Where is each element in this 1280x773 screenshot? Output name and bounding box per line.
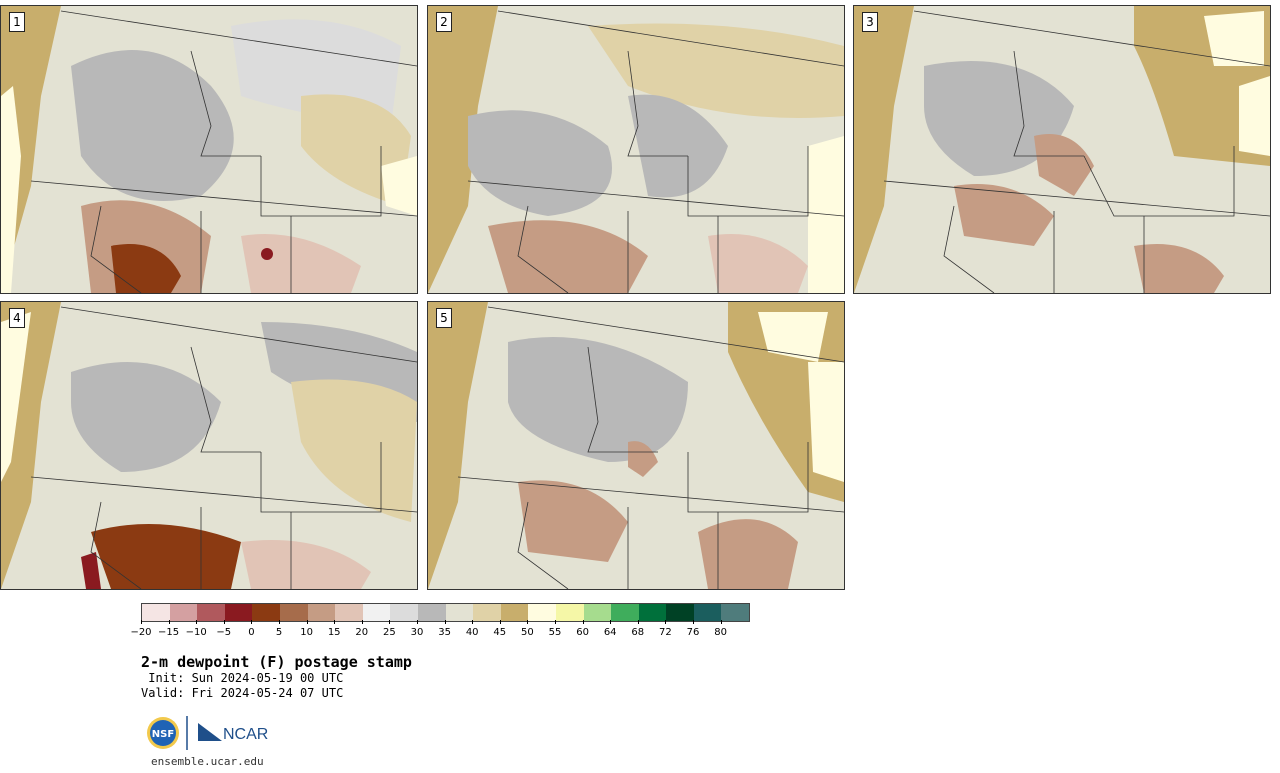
colorbar-tickmark bbox=[306, 620, 308, 624]
colorbar-tickmark bbox=[693, 620, 694, 624]
colorbar-tick-label: −5 bbox=[216, 627, 232, 638]
colorbar-tickmark bbox=[141, 620, 142, 624]
colorbar-tickmark bbox=[334, 620, 336, 624]
nsf-ncar-logo: NSF NCAR bbox=[144, 713, 274, 753]
colorbar-swatch bbox=[445, 604, 474, 621]
init-time: Init: Sun 2024-05-19 00 UTC bbox=[141, 671, 344, 685]
dewpoint-map-5 bbox=[428, 302, 844, 589]
colorbar-tick-label: 50 bbox=[521, 627, 534, 638]
valid-time: Valid: Fri 2024-05-24 07 UTC bbox=[141, 686, 344, 700]
colorbar-swatch bbox=[197, 604, 225, 621]
map-panel-4: 4 bbox=[0, 301, 418, 590]
colorbar-swatch bbox=[473, 604, 501, 621]
colorbar-swatch bbox=[224, 604, 253, 621]
dewpoint-map-1 bbox=[1, 6, 417, 293]
panel-number: 2 bbox=[436, 12, 452, 32]
map-panel-5: 5 bbox=[427, 301, 845, 590]
colorbar-swatch bbox=[417, 604, 446, 621]
colorbar-swatch bbox=[279, 604, 308, 621]
colorbar-tickmark bbox=[279, 620, 280, 624]
colorbar-tickmark bbox=[223, 620, 225, 624]
colorbar-tick-label: 64 bbox=[603, 627, 617, 638]
colorbar-swatch bbox=[252, 604, 280, 621]
colorbar-tickmark bbox=[417, 620, 418, 624]
colorbar-tick-label: 72 bbox=[659, 627, 672, 638]
colorbar-tick-label: 15 bbox=[327, 627, 341, 638]
colorbar-tickmark bbox=[720, 620, 722, 624]
colorbar-tickmark bbox=[527, 620, 529, 624]
colorbar-tick-label: 76 bbox=[686, 627, 700, 638]
colorbar-swatch bbox=[307, 604, 336, 621]
colorbar-swatch bbox=[555, 604, 584, 621]
colorbar-tickmark bbox=[251, 620, 253, 624]
dewpoint-map-4 bbox=[1, 302, 417, 589]
colorbar-tick-label: −20 bbox=[130, 627, 152, 638]
map-panel-1: 1 bbox=[0, 5, 418, 294]
colorbar-tickmark bbox=[168, 620, 170, 624]
colorbar-tickmark bbox=[665, 620, 667, 624]
colorbar-tick-label: 30 bbox=[410, 627, 424, 638]
panel-number: 1 bbox=[9, 12, 25, 32]
colorbar-swatch bbox=[611, 604, 639, 621]
colorbar-tick-label: 5 bbox=[275, 627, 283, 638]
colorbar-tick-label: 45 bbox=[493, 627, 507, 638]
nsf-text: NSF bbox=[152, 729, 174, 740]
colorbar-tick-label: 20 bbox=[355, 627, 369, 638]
colorbar-tick-label: −15 bbox=[158, 627, 180, 638]
colorbar-tickmark bbox=[582, 620, 584, 624]
colorbar-tickmark bbox=[361, 620, 363, 624]
colorbar-tickmark bbox=[196, 620, 198, 624]
colorbar-tickmark bbox=[637, 620, 639, 624]
colorbar-tick-label: 25 bbox=[383, 627, 396, 638]
panel-number: 4 bbox=[9, 308, 25, 328]
colorbar-tickmark bbox=[499, 620, 501, 624]
colorbar-tick-label: 10 bbox=[300, 627, 313, 638]
colorbar-swatch bbox=[335, 604, 363, 621]
map-panel-3: 3 bbox=[853, 5, 1271, 294]
colorbar-tick-label: 40 bbox=[465, 627, 479, 638]
colorbar-swatch bbox=[169, 604, 198, 621]
colorbar-tickmark bbox=[610, 620, 612, 624]
ncar-text: NCAR bbox=[223, 726, 268, 743]
colorbar-tickmark bbox=[472, 620, 474, 624]
colorbar-tick-label: −10 bbox=[185, 627, 207, 638]
colorbar-swatch bbox=[693, 604, 722, 621]
colorbar-tickmark bbox=[444, 620, 446, 624]
colorbar-swatch bbox=[666, 604, 694, 621]
colorbar-tickmark bbox=[555, 620, 556, 624]
colorbar-swatch bbox=[390, 604, 418, 621]
panel-number: 3 bbox=[862, 12, 878, 32]
colorbar-swatch bbox=[362, 604, 391, 621]
colorbar-swatch bbox=[583, 604, 612, 621]
colorbar-swatch bbox=[638, 604, 667, 621]
colorbar-swatch bbox=[721, 604, 750, 621]
colorbar-tick-label: 68 bbox=[631, 627, 645, 638]
colorbar-tick-label: 0 bbox=[248, 627, 255, 638]
dewpoint-map-2 bbox=[428, 6, 844, 293]
colorbar-swatch bbox=[528, 604, 556, 621]
panel-number: 5 bbox=[436, 308, 452, 328]
colorbar bbox=[141, 603, 751, 622]
dewpoint-map-3 bbox=[854, 6, 1270, 293]
chart-title: 2-m dewpoint (F) postage stamp bbox=[141, 653, 412, 671]
site-url: ensemble.ucar.edu bbox=[151, 755, 264, 768]
colorbar-tickmark bbox=[389, 620, 391, 624]
colorbar-tick-label: 55 bbox=[548, 627, 562, 638]
map-panel-2: 2 bbox=[427, 5, 845, 294]
colorbar-swatch bbox=[500, 604, 529, 621]
colorbar-tick-label: 60 bbox=[576, 627, 589, 638]
colorbar-swatch bbox=[142, 604, 170, 621]
colorbar-tick-label: 80 bbox=[714, 627, 727, 638]
colorbar-tick-label: 35 bbox=[438, 627, 451, 638]
